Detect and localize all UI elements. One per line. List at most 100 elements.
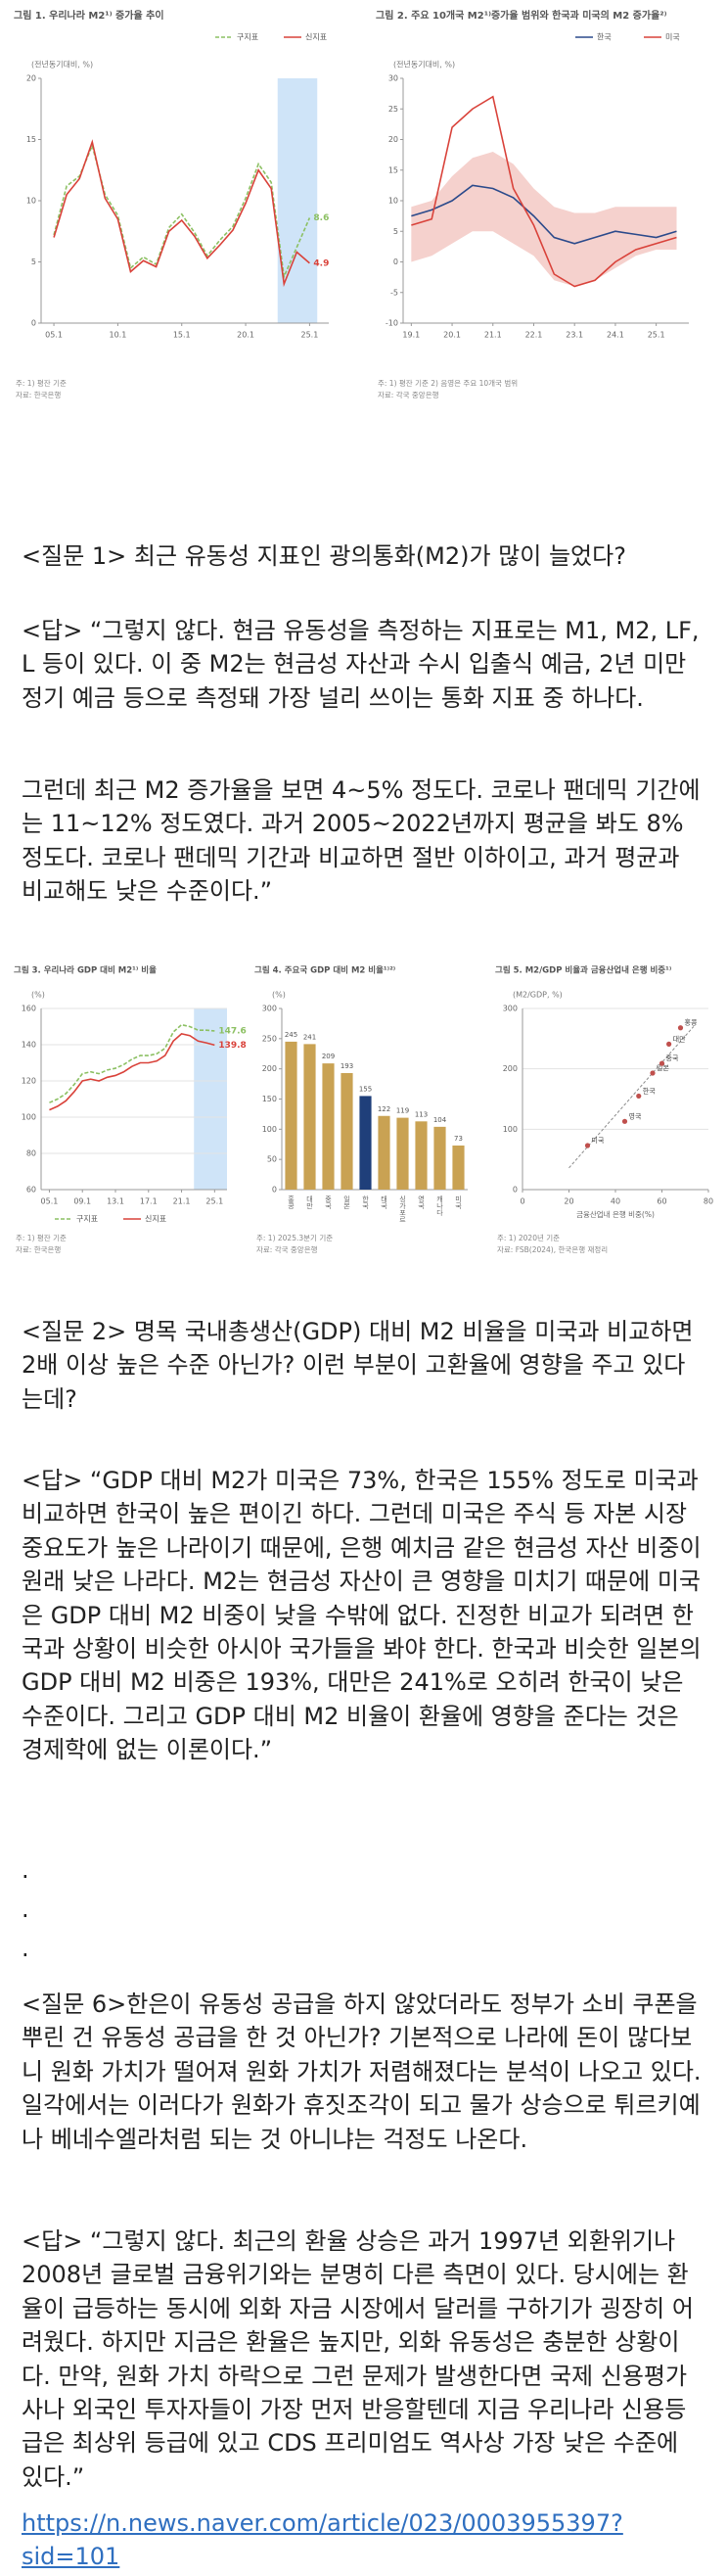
question: <질문 6>한은이 유동성 공급을 하지 않았더라도 정부가 소비 쿠폰을 뿌린…: [22, 1991, 702, 2153]
figure-title: 그림 2. 주요 10개국 M2¹⁾증가율 범위와 한국과 미국의 M2 증가율…: [376, 9, 667, 22]
bar: [341, 1072, 353, 1190]
figure-row: 그림 3. 우리나라 GDP 대비 M2¹⁾ 비율 (%) 60 80 100 120 14…: [14, 965, 713, 1255]
x-tick-label: 05.1: [41, 1197, 59, 1206]
end-label: 8.6: [313, 213, 329, 223]
figure-note: 주: 1) 평잔 기준 2) 음영은 주요 10개국 범위: [378, 378, 518, 388]
question: <질문 1> 최근 유동성 지표인 광의통화(M2)가 많이 늘었다?: [22, 542, 626, 570]
x-tick-label: 60: [657, 1197, 666, 1206]
y-tick-label: 140: [22, 1041, 36, 1050]
scatter-point: [584, 1143, 591, 1148]
legend-label: 한국: [597, 33, 612, 42]
question: <질문 2> 명목 국내총생산(GDP) 대비 M2 비율을 미국과 비교하면 …: [22, 1318, 694, 1413]
bar-value-label: 245: [285, 1031, 297, 1039]
x-tick-label: 80: [704, 1197, 713, 1206]
bar: [359, 1096, 372, 1190]
figure-title: 그림 1. 우리나라 M2¹⁾ 증가율 추이: [14, 9, 164, 22]
x-tick-label: 09.1: [73, 1197, 91, 1206]
figure-note: 주: 1) 2025.3분기 기준: [256, 1234, 333, 1242]
answer: 그런데 최근 M2 증가율을 보면 4~5% 정도다. 코로나 팬데믹 기간에는…: [22, 776, 701, 906]
x-tick-label: 태국: [381, 1195, 388, 1210]
x-tick-label: 25.1: [648, 331, 665, 340]
y-tick-label: 10: [26, 197, 36, 206]
bar: [415, 1121, 428, 1190]
series-line: [53, 139, 310, 288]
series-line: [49, 1023, 215, 1103]
figure-note: 자료: 각국 중앙은행: [378, 390, 439, 399]
source-link[interactable]: https://n.news.naver.com/article/023/000…: [22, 2509, 623, 2571]
figure-note: 자료: FSB(2024), 한국은행 재정리: [497, 1244, 608, 1254]
legend-label: 구지표: [76, 1215, 98, 1224]
x-tick-label: 싱가포르: [399, 1194, 407, 1223]
point-label: 영국: [629, 1111, 642, 1120]
figure-note: 주: 1) 평잔 기준: [16, 1233, 67, 1242]
y-tick-label: 300: [262, 1005, 277, 1013]
x-tick-label: 10.1: [109, 331, 126, 340]
series-line: [49, 1033, 215, 1111]
y-tick-label: -10: [386, 319, 398, 328]
figure-row: 그림 1. 우리나라 M2¹⁾ 증가율 추이 (전년동기대비, %) 0 5 10 15 2…: [14, 9, 689, 399]
y-tick-label: 300: [503, 1005, 518, 1013]
end-label: 147.6: [218, 1026, 246, 1036]
bar: [433, 1126, 446, 1190]
y-tick-label: 50: [267, 1155, 277, 1164]
figure-note: 자료: 각국 중앙은행: [256, 1244, 318, 1254]
legend-label: 구지표: [237, 33, 258, 42]
scatter-point: [636, 1093, 642, 1100]
bar-value-label: 104: [433, 1116, 447, 1124]
y-tick-label: 5: [31, 258, 36, 266]
x-tick-label: 24.1: [607, 331, 624, 340]
x-tick-label: 05.1: [45, 331, 63, 340]
figure-note: 자료: 한국은행: [16, 1244, 61, 1254]
bar: [322, 1063, 335, 1190]
scatter-point: [659, 1060, 665, 1066]
x-tick-label: 20.1: [443, 331, 461, 340]
figure-title: 그림 5. M2/GDP 비율과 금융산업내 은행 비중¹⁾: [495, 965, 671, 976]
bar: [378, 1115, 390, 1190]
y-tick-label: 20: [26, 74, 36, 83]
bar-value-label: 155: [359, 1085, 372, 1093]
x-tick-label: 13.1: [107, 1197, 124, 1206]
scatter-point: [677, 1025, 684, 1031]
bar: [303, 1044, 316, 1190]
bar-value-label: 119: [396, 1107, 409, 1115]
end-label: 139.8: [218, 1041, 246, 1051]
legend-label: 신지표: [305, 33, 327, 42]
y-tick-label: 80: [26, 1149, 36, 1158]
answer: <답> “그렇지 않다. 최근의 환율 상승은 과거 1997년 외환위기나 2…: [22, 2227, 694, 2491]
y-tick-label: 120: [22, 1077, 36, 1086]
x-tick-label: 0: [520, 1197, 524, 1206]
bar-value-label: 73: [454, 1135, 463, 1143]
x-tick-label: 한국: [362, 1195, 370, 1210]
bar-value-label: 193: [341, 1062, 353, 1070]
figure-note: 주: 1) 평잔 기준: [16, 378, 67, 388]
x-tick-label: 20.1: [237, 331, 254, 340]
scatter-point: [621, 1118, 628, 1124]
x-tick-label: 21.1: [173, 1197, 191, 1206]
x-tick-label: 일본: [343, 1194, 351, 1209]
series-line: [411, 95, 677, 288]
x-tick-label: 17.1: [140, 1197, 158, 1206]
y-tick-label: 20: [388, 135, 398, 144]
x-tick-label: 미국: [455, 1194, 463, 1210]
y-tick-label: 0: [31, 319, 36, 328]
y-tick-label: 15: [388, 165, 398, 174]
point-label: 중국: [666, 1054, 679, 1062]
scatter-point: [666, 1041, 672, 1047]
end-label: 4.9: [313, 258, 329, 268]
y-tick-label: 250: [262, 1034, 277, 1043]
y-tick-label: 25: [388, 105, 398, 114]
y-tick-label: 0: [513, 1186, 518, 1194]
y-tick-label: 100: [262, 1125, 277, 1134]
bar-value-label: 113: [415, 1110, 428, 1118]
series-line: [411, 184, 677, 245]
point-label: 미국: [592, 1136, 605, 1145]
point-label: 일본: [657, 1063, 669, 1072]
bar-value-label: 122: [378, 1105, 390, 1113]
point-label: 홍콩: [685, 1018, 698, 1027]
shaded-period: [194, 1008, 227, 1190]
x-tick-label: 15.1: [173, 331, 191, 340]
x-tick-label: 40: [611, 1197, 620, 1206]
x-tick-label: 중국: [325, 1195, 333, 1210]
scatter-point: [650, 1070, 656, 1076]
figure-title: 그림 4. 주요국 GDP 대비 M2 비율¹⁾²⁾: [254, 965, 395, 976]
